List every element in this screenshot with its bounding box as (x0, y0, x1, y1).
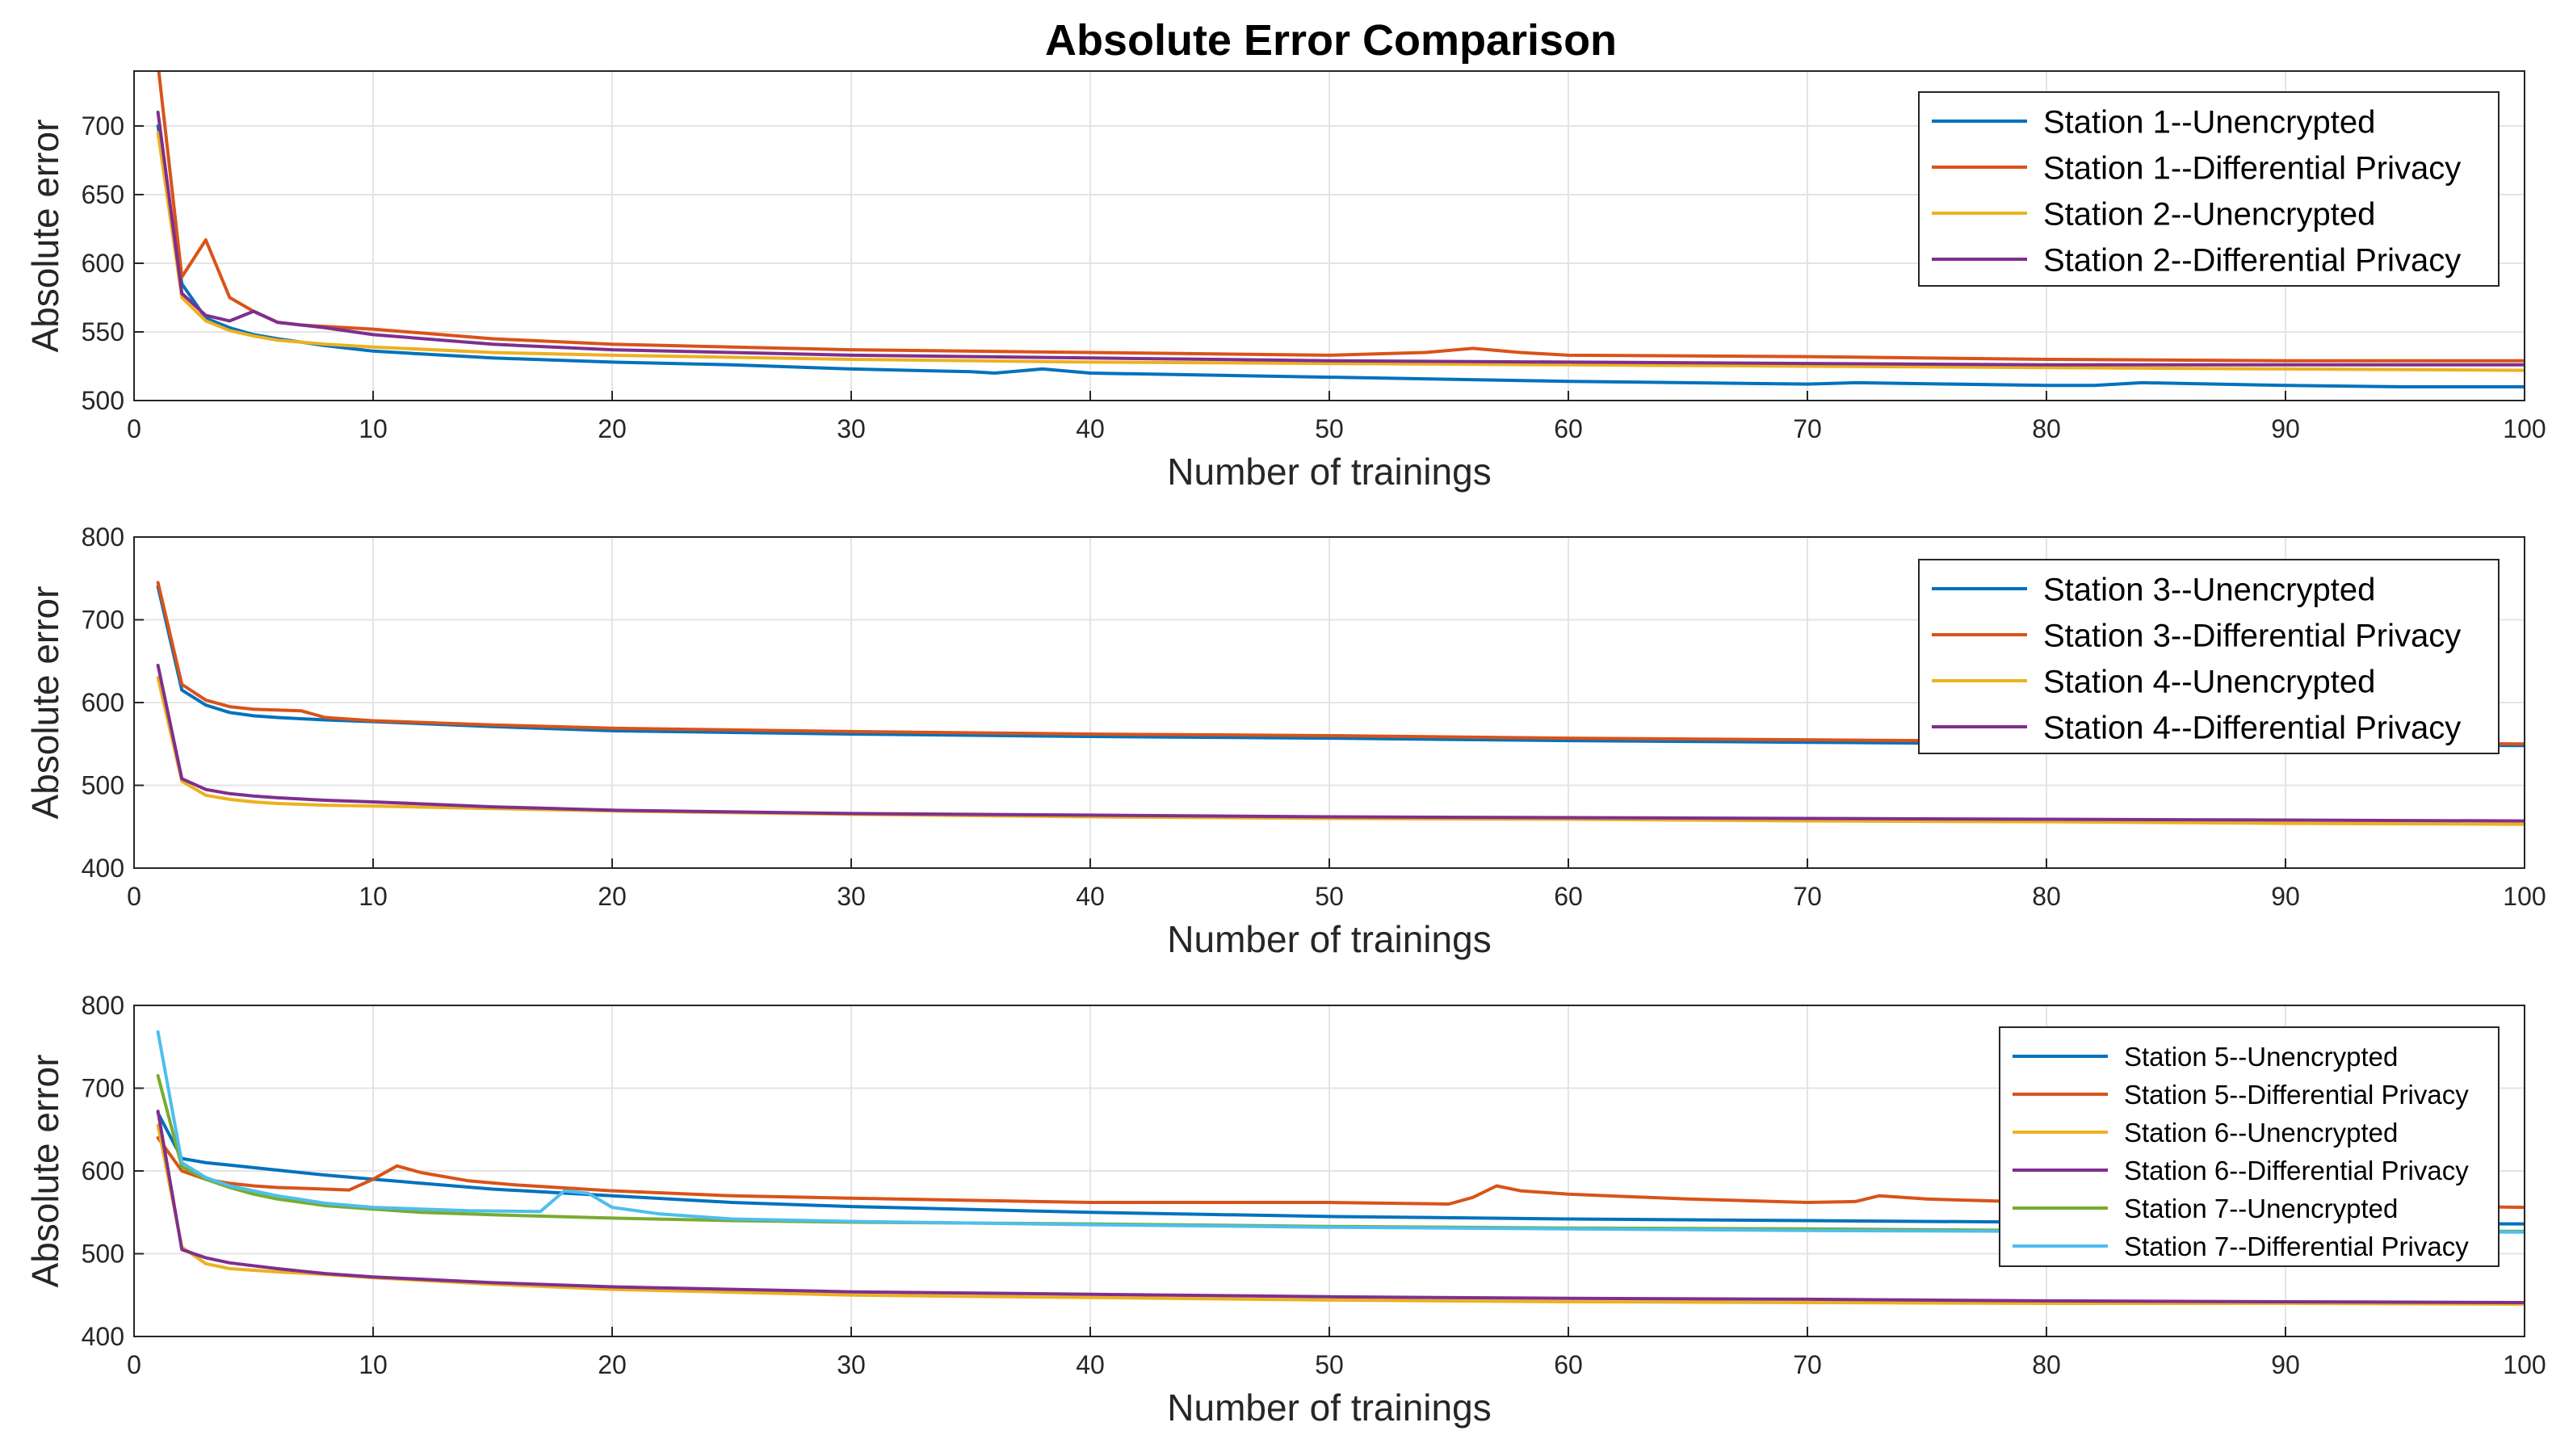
legend-entry: Station 4--Unencrypted (2043, 664, 2375, 699)
y-tick-label: 500 (82, 1240, 124, 1269)
x-tick-label: 100 (2503, 882, 2546, 911)
x-tick-label: 70 (1793, 414, 1822, 443)
x-tick-label: 50 (1315, 1350, 1344, 1379)
x-tick-label: 100 (2503, 414, 2546, 443)
legend-entry: Station 6--Differential Privacy (2124, 1156, 2469, 1185)
y-tick-label: 550 (82, 317, 124, 346)
legend-box (1999, 1026, 2500, 1267)
y-axis-label: Absolute error (24, 586, 66, 820)
legend: Station 1--Unencrypted Station 1--Differe… (1918, 91, 2500, 287)
x-tick-label: 70 (1793, 1350, 1822, 1379)
series-line-station-3-unencrypted (156, 585, 2525, 748)
x-tick-label: 20 (598, 414, 627, 443)
figure-title: Absolute Error Comparison (1045, 16, 1617, 65)
x-tick-label: 80 (2032, 414, 2061, 443)
legend-entry: Station 2--Differential Privacy (2043, 242, 2461, 278)
series-group (156, 1030, 2525, 1306)
axes-box (133, 1005, 2525, 1337)
axes-box (133, 536, 2525, 869)
series-line-station-5-differential-privacy (156, 1136, 2525, 1210)
y-tick-label: 400 (82, 854, 124, 883)
series-line-station-2-differential-privacy (156, 111, 2525, 367)
panel-1: 0 10 20 30 40 50 60 70 80 90 100 500 550 600 650 700 Num… (24, 70, 2546, 493)
x-tick-label: 60 (1554, 414, 1583, 443)
y-tick-label: 600 (82, 249, 124, 278)
x-tick-label: 10 (359, 1350, 388, 1379)
x-tick-label: 90 (2271, 414, 2300, 443)
x-tick-label: 80 (2032, 1350, 2061, 1379)
legend-entry: Station 7--Differential Privacy (2124, 1232, 2469, 1261)
series-line-station-7-differential-privacy (156, 1030, 2525, 1234)
series-line-station-1-differential-privacy (157, 71, 2525, 363)
legend: Station 5--Unencrypted Station 5--Differe… (1999, 1026, 2500, 1267)
x-tick-label: 40 (1076, 882, 1105, 911)
y-tick-label: 600 (82, 1156, 124, 1185)
series-line-station-3-differential-privacy (156, 581, 2525, 746)
x-tick-label: 0 (127, 414, 141, 443)
y-tick-label: 700 (82, 111, 124, 141)
y-tick-label: 600 (82, 688, 124, 717)
series-line-station-2-unencrypted (156, 131, 2525, 372)
legend-entry: Station 5--Differential Privacy (2124, 1080, 2469, 1110)
y-axis-label: Absolute error (24, 120, 66, 353)
x-tick-label: 40 (1076, 414, 1105, 443)
x-tick-label: 20 (598, 882, 627, 911)
legend-entry: Station 4--Differential Privacy (2043, 710, 2461, 745)
legend: Station 3--Unencrypted Station 3--Differe… (1918, 559, 2500, 754)
x-axis-label: Number of trainings (1167, 451, 1491, 493)
legend-box (1918, 559, 2500, 754)
x-tick-label: 80 (2032, 882, 2061, 911)
legend-entry: Station 3--Differential Privacy (2043, 618, 2461, 653)
y-tick-label: 700 (82, 606, 124, 635)
y-tick-label: 400 (82, 1322, 124, 1351)
x-tick-label: 10 (359, 414, 388, 443)
legend-entry: Station 6--Unencrypted (2124, 1118, 2398, 1148)
x-tick-label: 60 (1554, 882, 1583, 911)
panel-3: 0 10 20 30 40 50 60 70 80 90 100 400 500 600 700 800 Num… (24, 991, 2546, 1429)
series-line-station-4-differential-privacy (156, 663, 2525, 823)
x-tick-label: 30 (837, 414, 866, 443)
y-tick-label: 800 (82, 991, 124, 1020)
y-axis-label: Absolute error (24, 1055, 66, 1288)
legend-entry: Station 1--Unencrypted (2043, 104, 2375, 140)
series-group (156, 71, 2525, 388)
y-tick-label: 500 (82, 386, 124, 415)
legend-entry: Station 5--Unencrypted (2124, 1042, 2398, 1072)
x-tick-label: 60 (1554, 1350, 1583, 1379)
legend-box (1918, 91, 2500, 287)
x-tick-label: 100 (2503, 1350, 2546, 1379)
series-line-station-6-differential-privacy (156, 1110, 2525, 1304)
y-tick-label: 700 (82, 1074, 124, 1103)
x-tick-label: 30 (837, 882, 866, 911)
legend-entry: Station 2--Unencrypted (2043, 196, 2375, 232)
series-group (156, 581, 2525, 826)
x-tick-label: 90 (2271, 1350, 2300, 1379)
panel-2: 0 10 20 30 40 50 60 70 80 90 100 400 500 600 700 800 Num… (24, 522, 2546, 960)
x-tick-label: 30 (837, 1350, 866, 1379)
legend-entry: Station 7--Unencrypted (2124, 1194, 2398, 1223)
x-tick-label: 0 (127, 882, 141, 911)
series-line-station-5-unencrypted (156, 1111, 2525, 1226)
legend-entry: Station 1--Differential Privacy (2043, 150, 2461, 186)
axes-box (133, 70, 2525, 401)
y-tick-label: 650 (82, 180, 124, 209)
x-axis-label: Number of trainings (1167, 1387, 1491, 1429)
y-tick-label: 500 (82, 771, 124, 800)
x-tick-label: 50 (1315, 882, 1344, 911)
x-tick-label: 20 (598, 1350, 627, 1379)
series-line-station-6-unencrypted (156, 1123, 2525, 1306)
x-tick-label: 10 (359, 882, 388, 911)
y-tick-label: 800 (82, 522, 124, 552)
x-tick-label: 90 (2271, 882, 2300, 911)
x-tick-label: 40 (1076, 1350, 1105, 1379)
x-tick-label: 50 (1315, 414, 1344, 443)
x-tick-label: 70 (1793, 882, 1822, 911)
x-axis-label: Number of trainings (1167, 918, 1491, 960)
x-tick-label: 0 (127, 1350, 141, 1379)
legend-entry: Station 3--Unencrypted (2043, 572, 2375, 607)
